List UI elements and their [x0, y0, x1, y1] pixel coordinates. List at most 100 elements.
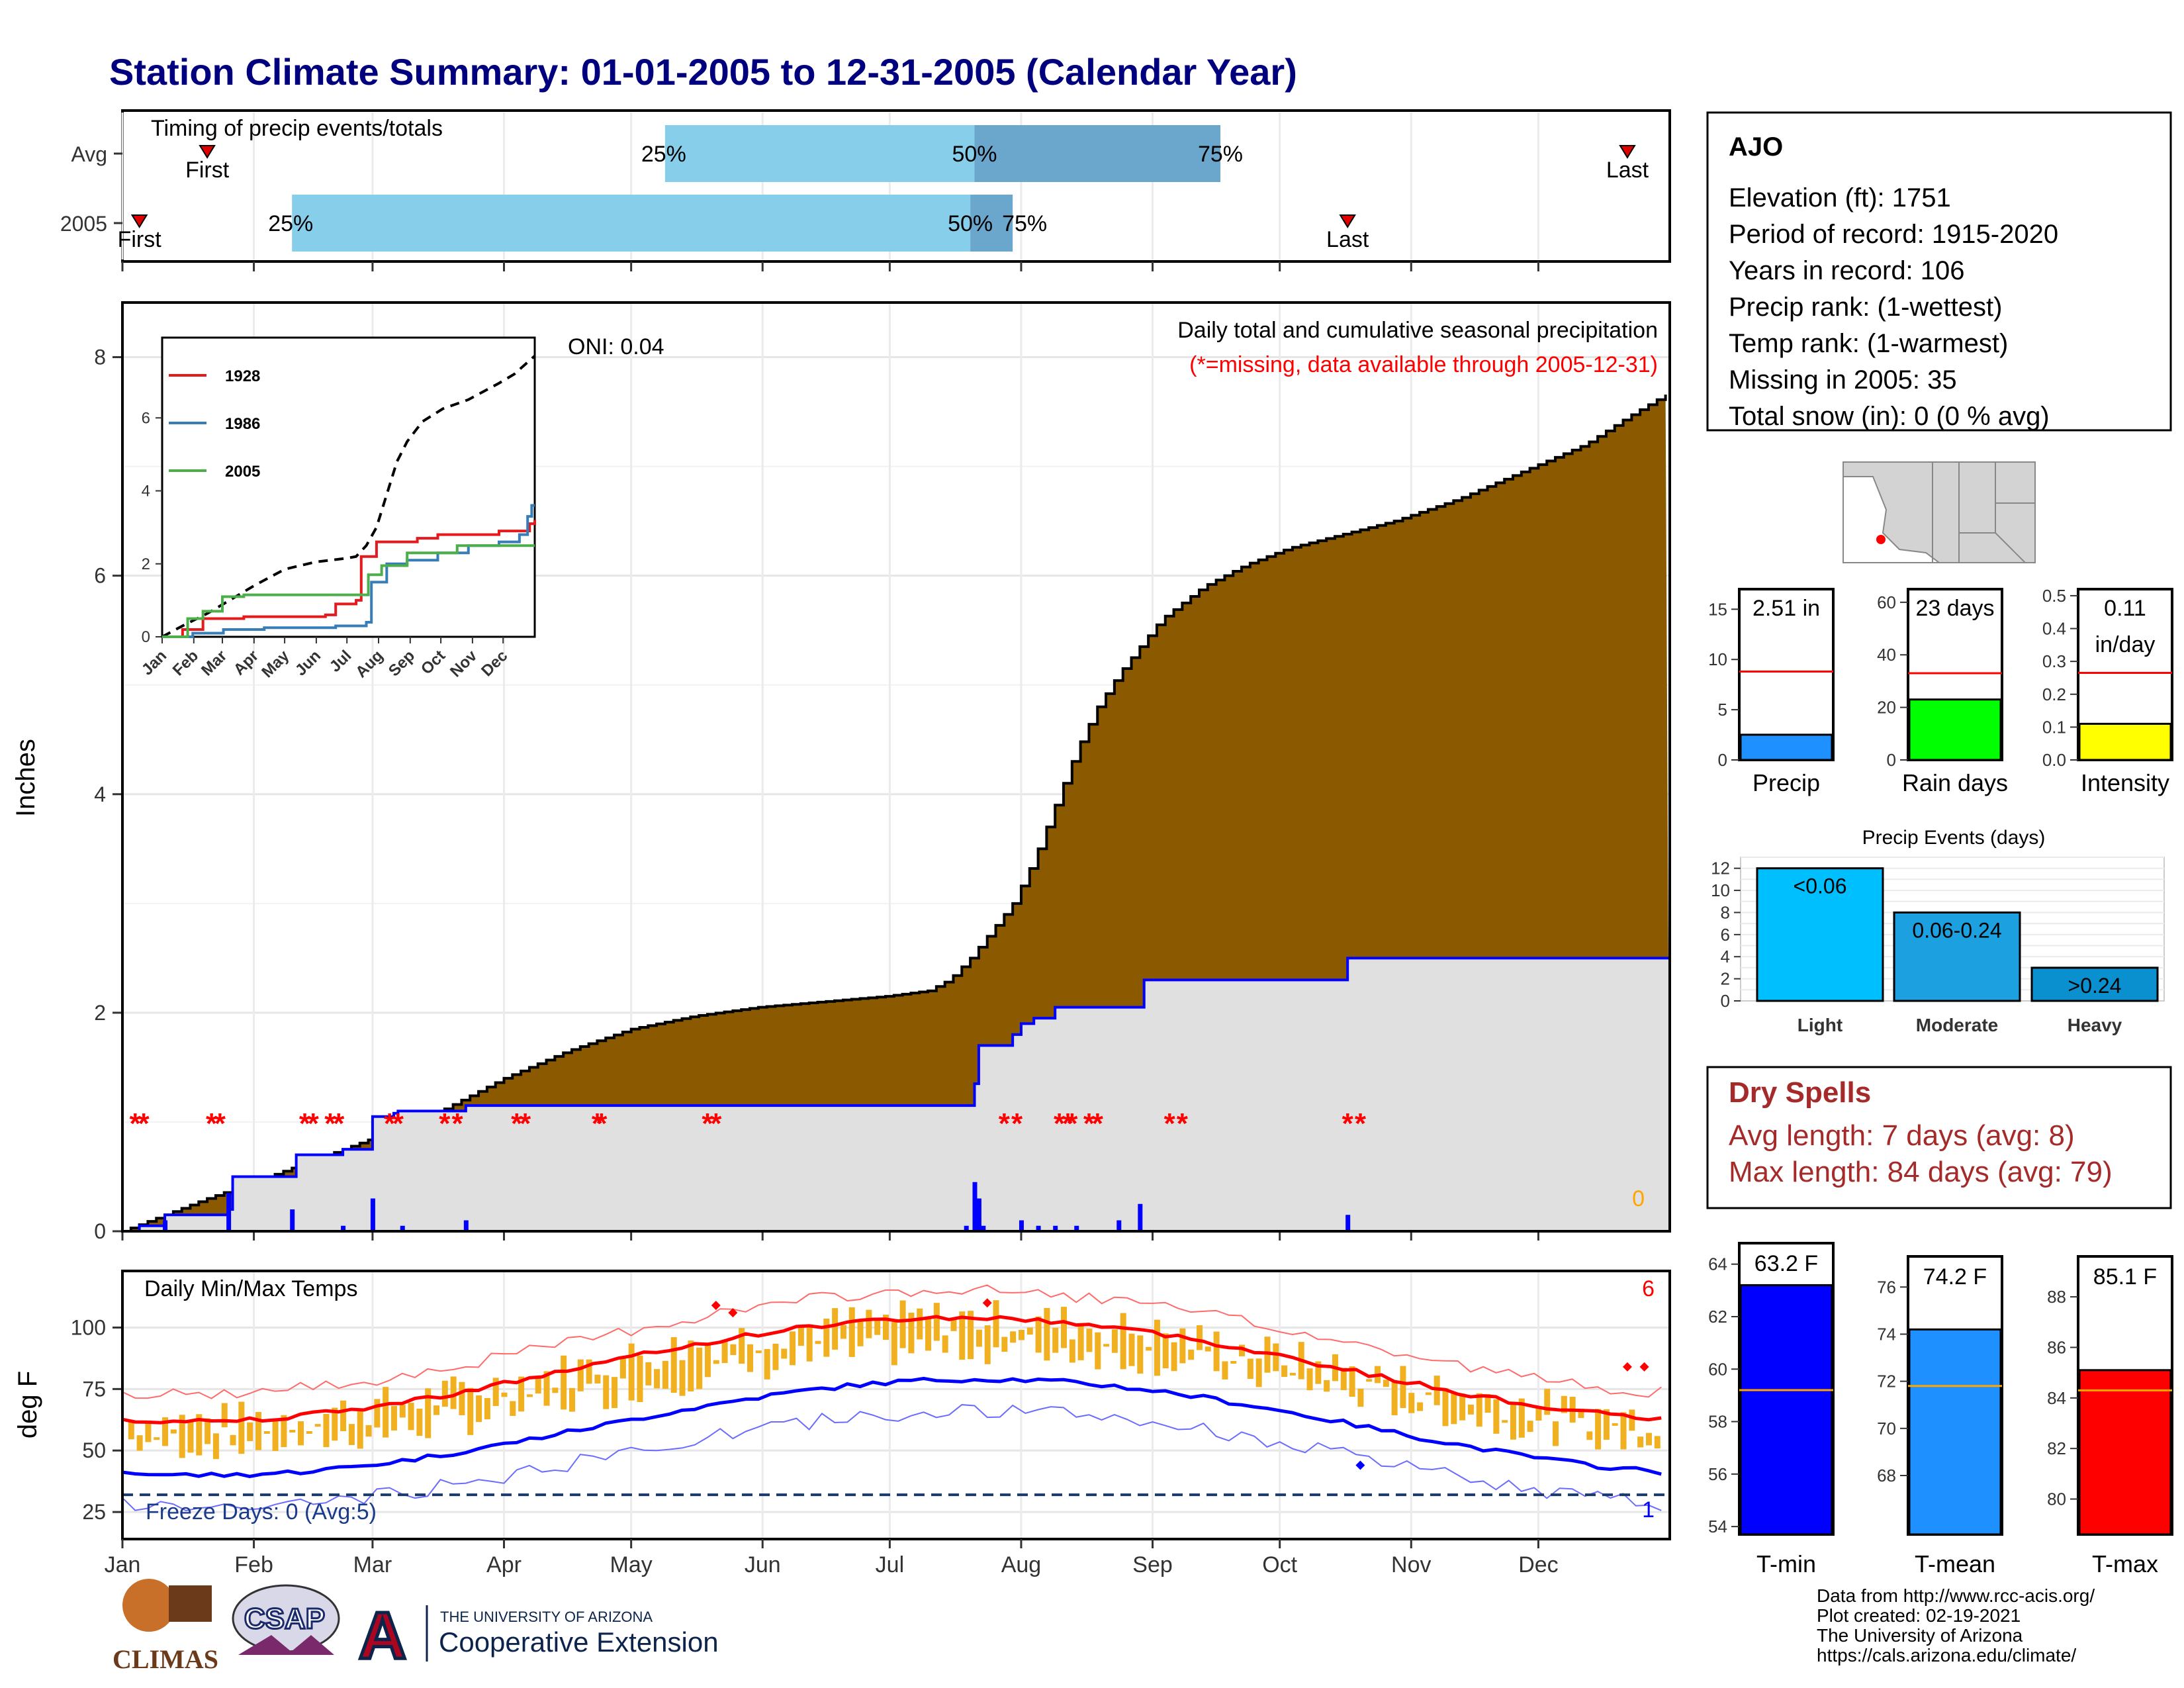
precip-events-chart: Precip Events (days) 02 4 6 810 12 <0.06 Light… [1711, 827, 2165, 1035]
missing-day-marker-26: * [1177, 1107, 1189, 1140]
temp-daily-bar-4 [136, 1435, 143, 1451]
temp-daily-bar-72 [425, 1388, 432, 1438]
precip-marks: ** ** ** ** ** * * ** ** ** * * *** ** * * * * [122, 395, 1670, 1233]
missing-day-marker-7: * [333, 1107, 345, 1140]
daily-precip-bar-12 [1036, 1225, 1041, 1231]
temp-daily-bar-80 [459, 1382, 465, 1415]
temp-bar-T-min [1739, 1284, 1833, 1536]
temp-daily-bar-268 [1255, 1358, 1262, 1387]
inset-frame [161, 336, 536, 638]
month-label-4: May [610, 1552, 653, 1577]
precip-frame [121, 301, 1671, 1233]
temp-daily-bar-226 [1077, 1324, 1084, 1360]
temp-daily-bar-10 [162, 1417, 169, 1446]
missing-day-marker-14: * [592, 1107, 604, 1140]
temp-daily-bar-102 [552, 1387, 559, 1393]
temp-daily-bar-36 [272, 1419, 279, 1451]
temp-daily-bar-200 [968, 1311, 974, 1360]
temp-daily-bar-234 [1111, 1329, 1118, 1353]
temp-bar-T-mean [1908, 1328, 2002, 1536]
daily-precip-bar-15 [1116, 1220, 1122, 1231]
month-label-8: Sep [1132, 1552, 1173, 1577]
temp-daily-bar-82 [467, 1387, 474, 1435]
temp-daily-bar-202 [976, 1329, 982, 1347]
small-bar-ytick-label-2-4: 0.4 [2042, 619, 2066, 639]
events-ytick-label-0: 0 [1721, 991, 1730, 1011]
timing-panel: 25% 50% 75% First Last Avg 25% 50% 75% First Last 2… [60, 109, 1671, 271]
record-high-marker-4 [1639, 1362, 1649, 1372]
temp-bar-ytick-label-2-3: 86 [2047, 1337, 2066, 1357]
timing-last_label-marker-1 [1339, 214, 1356, 228]
timing-first_label-0: First [185, 158, 230, 183]
temp-daily-bar-206 [993, 1300, 999, 1348]
temp-bar-label-1: T-mean [1915, 1550, 1995, 1577]
temp-daily-bar-54 [348, 1424, 355, 1445]
missing-day-marker-12: * [511, 1107, 523, 1140]
temp-daily-bar-258 [1213, 1331, 1220, 1372]
temp-daily-bar-320 [1476, 1393, 1482, 1427]
station-info-line-4: Temp rank: (1-warmest) [1729, 329, 2008, 358]
daily-precip-bar-3 [341, 1225, 346, 1231]
year-cumulative-area [122, 958, 1670, 1231]
timing-q25-label-0: 25% [641, 142, 686, 167]
temp-daily-bar-218 [1044, 1307, 1050, 1361]
missing-day-marker-11: * [451, 1107, 463, 1140]
temp-daily-bar-188 [917, 1308, 923, 1340]
temp-daily-bar-354 [1620, 1412, 1627, 1450]
small-bar-label-2: Intensity [2081, 769, 2169, 796]
temp-daily-bar-8 [154, 1437, 160, 1440]
precip-ytick-label-4: 8 [94, 346, 106, 369]
temp-daily-bar-20 [205, 1418, 211, 1444]
temp-bar-ytick-label-2-0: 80 [2047, 1489, 2066, 1509]
small-bar-Rain days [1908, 698, 2002, 761]
small-bar-ytick-label-2-1: 0.1 [2042, 717, 2066, 737]
precip-chart-title: Daily total and cumulative seasonal prec… [1177, 318, 1658, 343]
small-bar-ytick-label-2-2: 0.2 [2042, 684, 2066, 704]
temp-daily-bar-56 [357, 1410, 363, 1449]
inset-legend-label-1928: 1928 [225, 367, 260, 385]
timing-q25-label-1: 25% [268, 211, 313, 236]
inset-ytick-label-1: 2 [142, 555, 150, 573]
temp-daily-bar-170 [840, 1325, 846, 1339]
missing-day-marker-22: * [1066, 1107, 1078, 1140]
temp-daily-bar-22 [212, 1433, 219, 1460]
timing-bar-q25-q50-1 [292, 195, 971, 252]
temp-daily-bar-116 [612, 1377, 618, 1409]
temp-daily-bar-158 [790, 1331, 796, 1366]
temp-daily-bar-308 [1425, 1392, 1432, 1395]
temp-daily-bar-318 [1467, 1404, 1474, 1415]
csap-logo-text: CSAP [244, 1603, 325, 1635]
daily-precip-bar-2 [290, 1209, 295, 1231]
inset-ytick-label-3: 6 [142, 409, 150, 427]
month-label-1: Feb [234, 1552, 273, 1577]
timing-first_label-1: First [118, 227, 162, 252]
month-label-0: Jan [105, 1552, 141, 1577]
missing-day-marker-18: * [999, 1107, 1011, 1140]
climas-logo-block [169, 1585, 212, 1622]
precip-y-label: Inches [11, 739, 40, 817]
timing-row-label-0: Avg [71, 142, 107, 166]
temp-daily-bar-174 [857, 1321, 864, 1346]
missing-day-marker-13: * [520, 1107, 531, 1140]
climas-logo-text: CLIMAS [113, 1644, 218, 1674]
temp-daily-bar-184 [899, 1300, 906, 1348]
temp-daily-bar-252 [1188, 1349, 1195, 1360]
temp-bar-ytick-label-0-5: 64 [1708, 1254, 1727, 1274]
temp-bar-ytick-label-2-1: 82 [2047, 1438, 2066, 1458]
temp-daily-bar-224 [1069, 1339, 1075, 1363]
temp-daily-bar-362 [1654, 1436, 1661, 1449]
temp-daily-bar-332 [1527, 1421, 1533, 1432]
temp-daily-bar-280 [1306, 1368, 1313, 1391]
missing-note: (*=missing, data available through 2005-… [1189, 352, 1658, 377]
temp-daily-bar-230 [1095, 1332, 1101, 1370]
small-bar-ytick-label-1-3: 60 [1877, 592, 1896, 612]
temp-daily-bar-222 [1061, 1307, 1068, 1348]
missing-day-marker-3: * [214, 1107, 226, 1140]
temp-daily-bar-86 [484, 1397, 490, 1420]
small-bar-ytick-label-0-0: 0 [1718, 750, 1727, 770]
temp-daily-bar-26 [230, 1434, 236, 1446]
temp-daily-bar-24 [221, 1403, 228, 1428]
climas-logo-mark [122, 1579, 175, 1632]
oni-value: ONI: 0.04 [568, 334, 664, 359]
